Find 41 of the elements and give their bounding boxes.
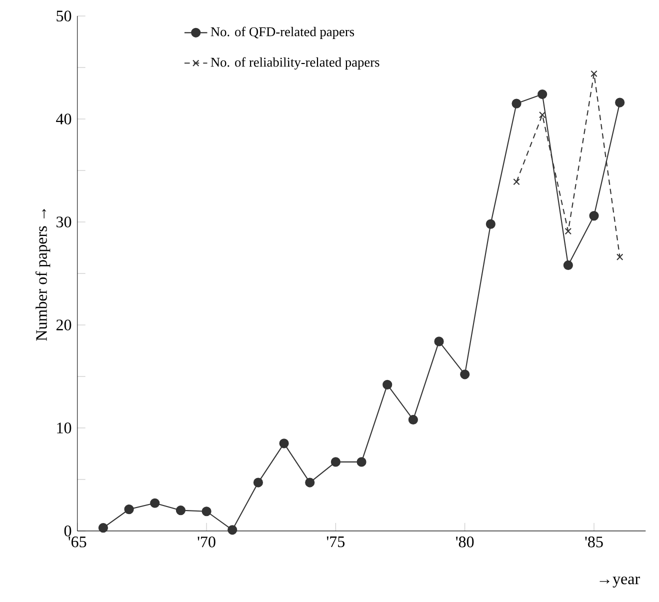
point bbox=[253, 478, 263, 488]
x-tick-label: '70 bbox=[198, 536, 216, 548]
legend-label: No. of reliability-related papers bbox=[210, 57, 380, 70]
point bbox=[305, 478, 315, 488]
point bbox=[615, 98, 625, 108]
point bbox=[98, 523, 108, 533]
y-tick-label: 0 bbox=[64, 526, 72, 536]
x-tick-label: '80 bbox=[456, 536, 474, 548]
point bbox=[538, 112, 546, 118]
point bbox=[460, 370, 470, 380]
point bbox=[564, 228, 572, 235]
y-tick-label: 30 bbox=[56, 216, 72, 228]
x-axis-title: →year bbox=[600, 576, 640, 588]
point bbox=[486, 219, 496, 230]
point bbox=[228, 525, 238, 535]
x-tick-label: '85 bbox=[585, 536, 603, 548]
point bbox=[512, 98, 522, 109]
point bbox=[513, 178, 520, 186]
y-tick-label: 20 bbox=[56, 320, 72, 331]
y-tick-label: 10 bbox=[57, 422, 72, 434]
point bbox=[382, 380, 392, 390]
y-tick-label: 50 bbox=[56, 10, 72, 22]
point bbox=[408, 415, 418, 425]
point bbox=[150, 498, 160, 508]
point bbox=[356, 457, 366, 467]
point bbox=[279, 438, 289, 448]
point bbox=[176, 506, 186, 516]
x-tick-label: '65 bbox=[68, 536, 86, 548]
y-axis-title: Number of papers → bbox=[35, 209, 50, 341]
point bbox=[589, 211, 599, 221]
point bbox=[202, 506, 212, 516]
point bbox=[616, 254, 624, 261]
x-tick-label: '75 bbox=[326, 536, 345, 548]
point bbox=[434, 336, 444, 346]
point bbox=[538, 90, 548, 100]
legend-label: No. of QFD-related papers bbox=[210, 26, 354, 40]
point bbox=[563, 260, 573, 270]
point bbox=[590, 70, 598, 78]
point bbox=[330, 457, 340, 467]
y-tick-label: 40 bbox=[56, 114, 72, 125]
point bbox=[124, 504, 134, 514]
